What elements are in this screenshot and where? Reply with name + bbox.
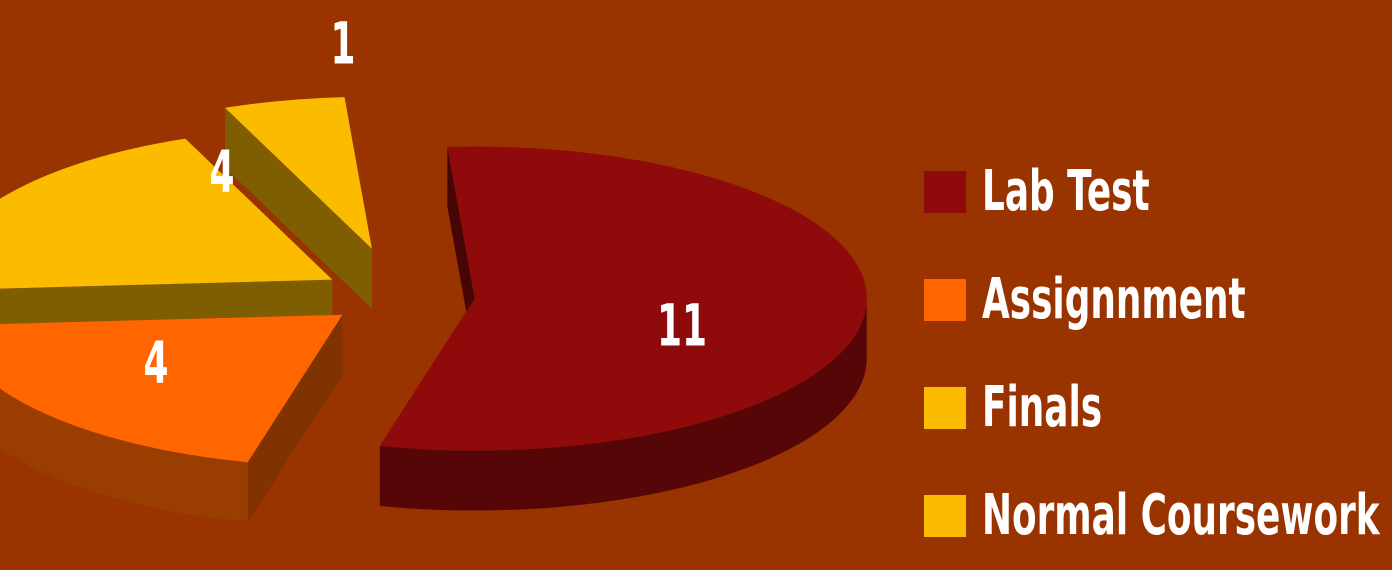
pie-chart: 11 4 4 1 — [0, 11, 867, 520]
data-label: 4 — [209, 139, 234, 206]
pie-slice — [0, 138, 333, 289]
legend-swatch — [924, 495, 966, 537]
legend-item: Finals — [924, 354, 1392, 462]
legend-label: Lab Test — [982, 159, 1150, 224]
legend-label: Normal Coursework — [982, 483, 1380, 548]
legend-item: Lab Test — [924, 138, 1392, 246]
legend-swatch — [924, 279, 966, 321]
legend-item: Assignnment — [924, 246, 1392, 354]
legend-swatch — [924, 171, 966, 213]
pie-slice-wall — [447, 146, 475, 359]
data-label: 4 — [143, 330, 168, 397]
chart-legend: Lab Test Assignnment Finals Normal Cours… — [924, 138, 1392, 570]
legend-item: Normal Coursework — [924, 462, 1392, 570]
pie-slice — [0, 314, 343, 463]
pie-slice — [225, 97, 372, 249]
legend-label: Assignnment — [982, 267, 1246, 332]
pie-slice-side — [379, 298, 867, 511]
legend-swatch — [924, 387, 966, 429]
chart-area: 11 4 4 1 Lab Test Assignnment Finals Normal… — [0, 11, 1380, 544]
pie-slice-wall — [225, 107, 372, 309]
legend-label: Finals — [982, 375, 1103, 440]
data-label: 11 — [657, 293, 707, 360]
pie-slice — [379, 146, 867, 451]
pie-slice-side — [0, 388, 248, 520]
data-label: 1 — [330, 11, 355, 78]
